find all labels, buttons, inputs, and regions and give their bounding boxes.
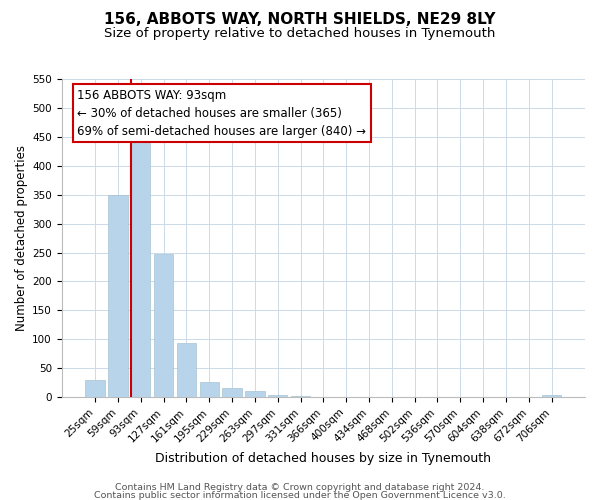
Text: Size of property relative to detached houses in Tynemouth: Size of property relative to detached ho… [104,28,496,40]
Bar [85,380,105,397]
Text: Contains HM Land Registry data © Crown copyright and database right 2024.: Contains HM Land Registry data © Crown c… [115,483,485,492]
Bar [154,254,173,397]
Y-axis label: Number of detached properties: Number of detached properties [15,145,28,331]
Text: 156 ABBOTS WAY: 93sqm
← 30% of detached houses are smaller (365)
69% of semi-det: 156 ABBOTS WAY: 93sqm ← 30% of detached … [77,88,367,138]
X-axis label: Distribution of detached houses by size in Tynemouth: Distribution of detached houses by size … [155,452,491,465]
Text: Contains public sector information licensed under the Open Government Licence v3: Contains public sector information licen… [94,492,506,500]
Bar [223,388,242,397]
Bar [131,138,151,397]
Bar [200,382,219,397]
Bar [108,194,128,397]
Bar [245,392,265,397]
Bar [268,395,287,397]
Bar [177,344,196,397]
Text: 156, ABBOTS WAY, NORTH SHIELDS, NE29 8LY: 156, ABBOTS WAY, NORTH SHIELDS, NE29 8LY [104,12,496,28]
Bar [291,396,310,397]
Bar [542,396,561,397]
